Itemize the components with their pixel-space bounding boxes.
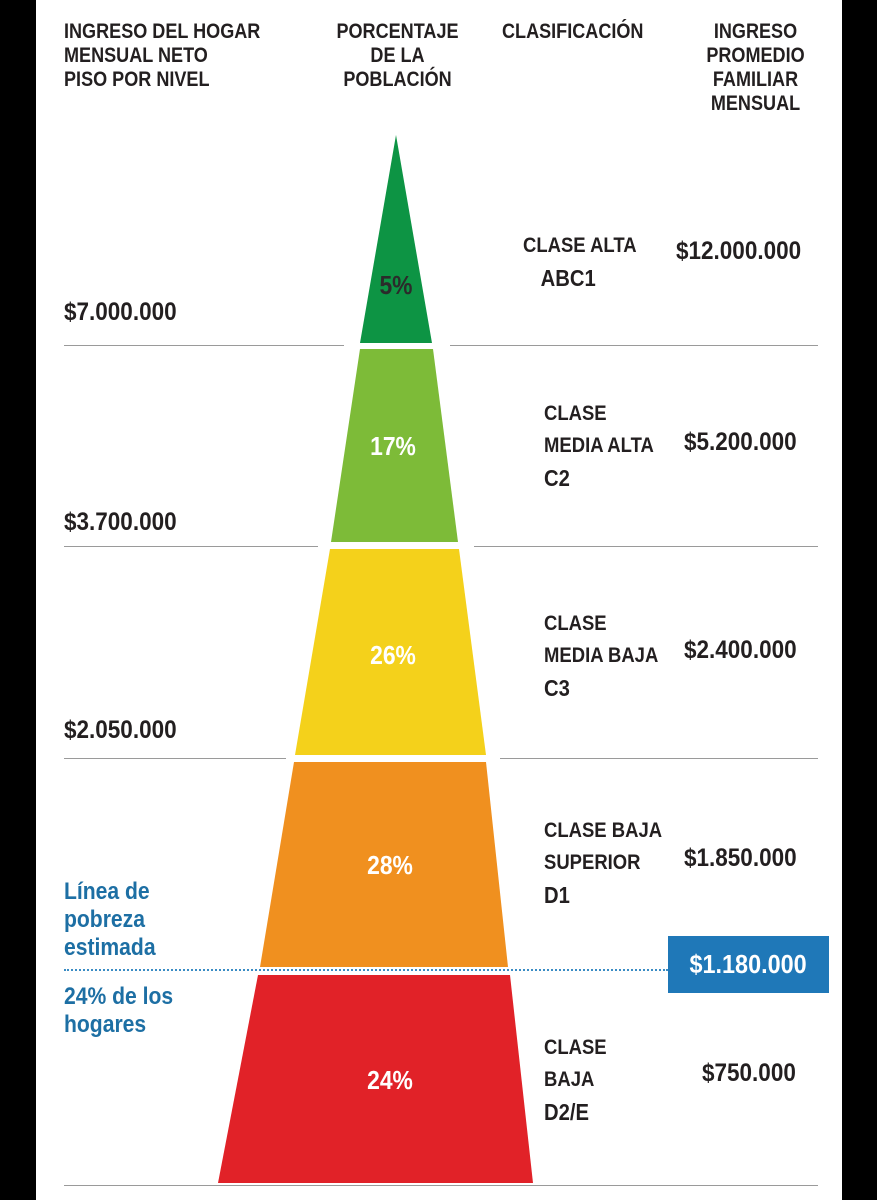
divider [474, 546, 818, 547]
threshold-c3: $2.050.000 [64, 716, 177, 744]
pyramid-segment-c2 [331, 349, 458, 542]
poverty-line-value-badge: $1.180.000 [668, 936, 829, 993]
pct-label-abc1: 5% [379, 270, 413, 300]
header-population-percentage: PORCENTAJE DE LA POBLACIÓN [336, 20, 459, 91]
divider [64, 345, 344, 346]
poverty-line-label: Línea de pobreza estimada [64, 878, 156, 961]
divider [64, 758, 286, 759]
threshold-abc1: $7.000.000 [64, 298, 177, 326]
avg-income-c2: $5.200.000 [684, 428, 797, 456]
avg-income-d1: $1.850.000 [684, 844, 797, 872]
divider [450, 345, 818, 346]
avg-income-c3: $2.400.000 [684, 636, 797, 664]
header-classification: CLASIFICACIÓN [502, 20, 644, 43]
class-label-d1: CLASE BAJA SUPERIOR D1 [544, 819, 663, 908]
poverty-line [64, 969, 668, 971]
header-income-floor: INGRESO DEL HOGAR MENSUAL NETO PISO POR … [64, 20, 261, 91]
class-label-c3: CLASE MEDIA BAJA C3 [544, 612, 659, 701]
class-label-c2: CLASE MEDIA ALTA C2 [544, 402, 654, 491]
header-average-income: INGRESO PROMEDIO FAMILIAR MENSUAL [706, 20, 805, 115]
class-label-abc1: CLASE ALTA ABC1 [523, 234, 637, 291]
avg-income-d2e: $750.000 [702, 1059, 796, 1087]
divider [64, 1185, 818, 1186]
pct-label-d2e: 24% [367, 1065, 413, 1095]
pct-label-c3: 26% [370, 640, 416, 670]
pyramid-segment-abc1 [360, 135, 432, 343]
pct-label-d1: 28% [367, 850, 413, 880]
pct-label-c2: 17% [370, 431, 416, 461]
class-label-d2e: CLASE BAJA D2/E [544, 1036, 607, 1125]
divider [500, 758, 818, 759]
poverty-share-label: 24% de los hogares [64, 983, 174, 1038]
divider [64, 546, 318, 547]
pyramid-segment-c3 [295, 549, 486, 755]
pyramid-segment-d1 [260, 762, 508, 967]
threshold-c2: $3.700.000 [64, 508, 177, 536]
pyramid-segment-d2e [218, 975, 533, 1183]
avg-income-abc1: $12.000.000 [676, 237, 802, 265]
